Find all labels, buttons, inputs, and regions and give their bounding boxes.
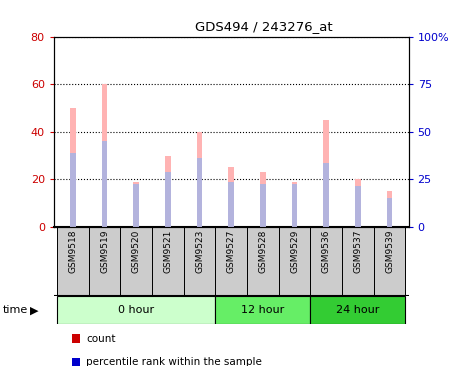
Text: GSM9523: GSM9523 (195, 230, 204, 273)
Bar (120, 227, 152, 296)
Bar (216, 296, 310, 324)
Bar (102, 141, 107, 227)
Bar (70, 153, 76, 227)
Bar (387, 191, 392, 227)
Bar (323, 120, 329, 227)
Bar (57, 296, 216, 324)
Text: count: count (86, 333, 116, 344)
Text: time: time (2, 305, 27, 315)
Bar (57, 227, 89, 296)
Bar (70, 108, 76, 227)
Text: GSM9519: GSM9519 (100, 230, 109, 273)
Text: GSM9539: GSM9539 (385, 230, 394, 273)
Bar (197, 132, 202, 227)
Text: GSM9528: GSM9528 (259, 230, 268, 273)
Text: percentile rank within the sample: percentile rank within the sample (86, 357, 262, 366)
Bar (292, 184, 297, 227)
Bar (292, 182, 297, 227)
Text: GSM9537: GSM9537 (353, 230, 362, 273)
Bar (342, 227, 374, 296)
Bar (279, 227, 310, 296)
Text: GSM9529: GSM9529 (290, 230, 299, 273)
Text: GSM9527: GSM9527 (227, 230, 236, 273)
Text: GSM9518: GSM9518 (68, 230, 77, 273)
Text: GSM9521: GSM9521 (163, 230, 172, 273)
Bar (165, 172, 171, 227)
Bar (89, 227, 120, 296)
Bar (387, 198, 392, 227)
Text: 0 hour: 0 hour (118, 305, 154, 315)
Bar (197, 158, 202, 227)
Bar (216, 227, 247, 296)
Bar (260, 172, 266, 227)
Bar (165, 156, 171, 227)
Bar (133, 184, 139, 227)
Bar (260, 184, 266, 227)
Bar (374, 227, 405, 296)
Bar (229, 168, 234, 227)
Text: GSM9520: GSM9520 (132, 230, 141, 273)
Text: ▶: ▶ (30, 305, 39, 315)
Bar (323, 163, 329, 227)
Bar (133, 182, 139, 227)
Bar (102, 84, 107, 227)
Bar (184, 227, 216, 296)
Bar (355, 186, 361, 227)
Bar (247, 227, 279, 296)
Bar (310, 296, 405, 324)
Bar (152, 227, 184, 296)
Text: 12 hour: 12 hour (241, 305, 285, 315)
Text: 24 hour: 24 hour (336, 305, 379, 315)
Bar (229, 182, 234, 227)
Bar (355, 179, 361, 227)
Text: GDS494 / 243276_at: GDS494 / 243276_at (195, 20, 333, 33)
Bar (310, 227, 342, 296)
Text: GSM9536: GSM9536 (322, 230, 331, 273)
